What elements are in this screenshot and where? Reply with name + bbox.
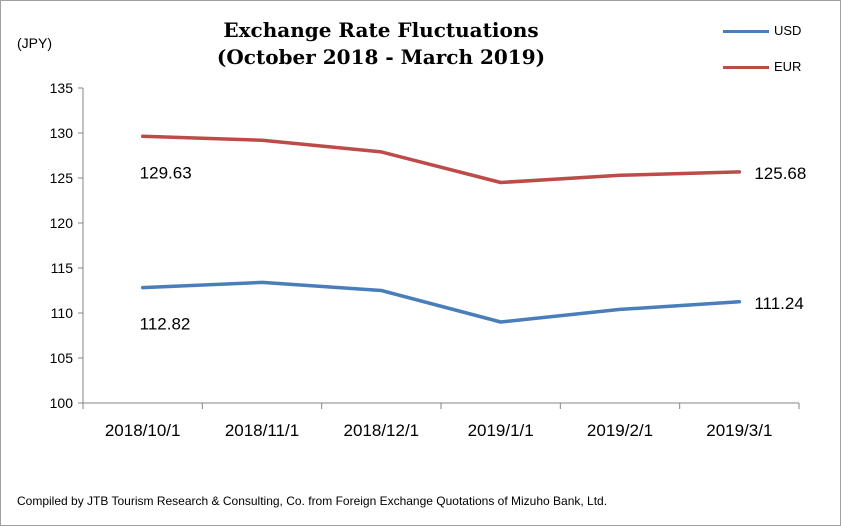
x-tick-label: 2018/11/1 xyxy=(225,421,299,440)
y-tick-label: 110 xyxy=(51,305,74,321)
y-tick-label: 115 xyxy=(51,260,74,276)
data-label-usd-first: 112.82 xyxy=(140,315,191,334)
y-tick-label: 125 xyxy=(50,170,74,186)
chart-title-line2: (October 2018 - March 2019) xyxy=(216,45,546,69)
x-tick-label: 2018/12/1 xyxy=(344,421,420,440)
data-label-eur-first: 129.63 xyxy=(140,163,192,182)
chart-title: Exchange Rate Fluctuations (October 2018… xyxy=(171,17,591,71)
data-label-usd-last: 111.24 xyxy=(754,294,803,313)
y-tick-label: 120 xyxy=(50,215,74,231)
series-line-eur xyxy=(140,134,742,185)
y-tick-label: 135 xyxy=(50,80,74,96)
legend-label-usd: USD xyxy=(774,23,802,38)
x-tick-label: 2019/3/1 xyxy=(706,421,772,440)
y-tick-label: 100 xyxy=(50,395,74,411)
x-tick-label: 2019/2/1 xyxy=(587,421,653,440)
source-note: Compiled by JTB Tourism Research & Consu… xyxy=(17,494,608,508)
legend-swatch-eur xyxy=(723,66,769,69)
legend-swatch-usd xyxy=(723,30,769,33)
y-tick-label: 130 xyxy=(50,125,74,141)
chart-title-line1: Exchange Rate Fluctuations xyxy=(223,18,539,42)
data-label-eur-last: 125.68 xyxy=(754,164,806,183)
x-tick-label: 2018/10/1 xyxy=(105,421,181,440)
series-line-usd xyxy=(140,280,742,324)
legend-label-eur: EUR xyxy=(774,59,802,74)
x-tick-label: 2019/1/1 xyxy=(468,421,534,440)
y-axis-unit-label: (JPY) xyxy=(17,35,52,51)
y-tick-label: 105 xyxy=(50,350,74,366)
